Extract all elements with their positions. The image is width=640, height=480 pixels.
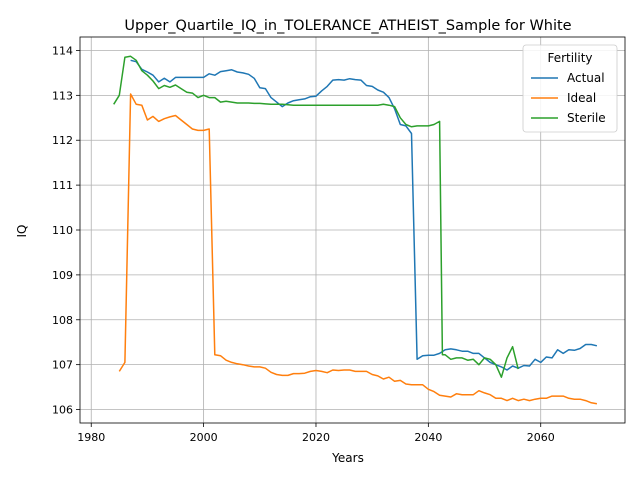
x-tick-label: 2060 [527,431,555,444]
y-tick-label: 110 [52,224,73,237]
series-line-actual [130,59,598,371]
legend-label-sterile: Sterile [567,111,606,125]
series-lines [113,55,598,405]
grid-lines [80,37,625,423]
legend-entries: Actual Ideal Sterile [531,71,606,125]
x-tick-label: 2020 [302,431,330,444]
y-axis-label: IQ [15,225,29,238]
y-tick-label: 107 [52,359,73,372]
y-tick-label: 114 [52,44,73,57]
y-axis: 106 107 108 109 110 111 112 113 114 [52,44,80,417]
series-line-sterile [113,55,519,378]
legend-title: Fertility [547,51,592,65]
y-tick-label: 111 [52,179,73,192]
legend-box [522,44,618,133]
series-line-ideal [118,93,598,405]
y-tick-label: 113 [52,89,73,102]
x-tick-label: 2000 [190,431,218,444]
y-tick-label: 108 [52,314,73,327]
x-tick-label: 2040 [414,431,442,444]
legend-label-actual: Actual [567,71,605,85]
x-tick-label: 1980 [77,431,105,444]
legend: Fertility Actual Ideal Sterile [522,44,618,133]
y-tick-label: 109 [52,269,73,282]
y-tick-label: 106 [52,404,73,417]
chart-title: Upper_Quartile_IQ_in_TOLERANCE_ATHEIST_S… [124,18,571,34]
legend-label-ideal: Ideal [567,91,596,105]
y-tick-label: 112 [52,134,73,147]
x-axis-label: Years [331,451,364,465]
x-axis: 1980 2000 2020 2040 2060 [77,423,555,444]
